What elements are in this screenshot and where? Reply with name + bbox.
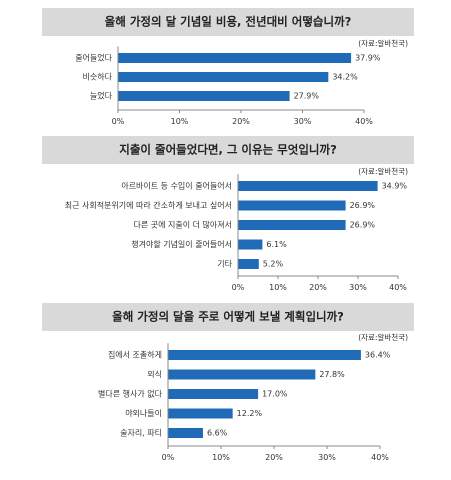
category-label: 아르바이트 등 수입이 줄어들어서 — [121, 181, 232, 191]
chart-title-box — [42, 303, 414, 331]
value-label: 36.4% — [365, 351, 391, 360]
value-label: 34.2% — [332, 73, 358, 82]
value-label: 12.2% — [237, 409, 263, 418]
x-tick-label: 30% — [318, 453, 336, 462]
x-tick-label: 0% — [232, 283, 245, 292]
x-tick-label: 0% — [162, 453, 175, 462]
category-label: 최근 사회적분위기에 따라 간소하게 보내고 싶어서 — [65, 200, 232, 210]
x-tick-label: 0% — [112, 117, 125, 126]
category-label: 챙겨야할 기념일이 줄어들어서 — [131, 239, 232, 249]
bar — [238, 239, 263, 250]
category-label: 늘었다 — [90, 91, 113, 101]
bar — [168, 428, 203, 438]
value-label: 6.1% — [266, 240, 287, 249]
chart-2: 지출이 줄어들었다면, 그 이유는 무엇입니까? (자료:알바천국) 아르바이트 등… — [42, 136, 414, 292]
bar — [238, 200, 346, 211]
x-tick-label: 40% — [355, 117, 373, 126]
chart-source: (자료:알바천국) — [358, 38, 408, 48]
value-label: 5.2% — [263, 260, 284, 269]
category-label: 야외나들이 — [125, 408, 162, 418]
category-label: 외식 — [147, 369, 162, 379]
value-label: 27.9% — [294, 92, 320, 101]
bar — [238, 181, 378, 191]
category-label: 기타 — [217, 260, 232, 269]
value-label: 34.9% — [382, 182, 408, 191]
category-label: 다른 곳에 지출이 더 많아져서 — [134, 220, 233, 230]
category-label: 술자리, 파티 — [120, 428, 162, 438]
x-tick-label: 20% — [232, 117, 250, 126]
chart-title: 지출이 줄어들었다면, 그 이유는 무엇입니까? — [119, 143, 337, 157]
bar — [118, 72, 329, 82]
category-label: 비슷하다 — [83, 72, 113, 82]
value-label: 37.9% — [355, 54, 381, 63]
value-label: 26.9% — [350, 221, 376, 230]
x-tick-label: 10% — [212, 453, 230, 462]
chart-title-box — [42, 136, 414, 164]
bar — [118, 53, 352, 63]
chart-title: 올해 가정의 달 기념일 비용, 전년대비 어떻습니까? — [105, 15, 352, 29]
value-label: 6.6% — [207, 429, 228, 438]
x-tick-label: 20% — [265, 453, 283, 462]
bar — [118, 91, 290, 101]
x-tick-label: 40% — [389, 283, 407, 292]
bar — [168, 408, 233, 419]
x-tick-label: 30% — [294, 117, 312, 126]
x-tick-label: 30% — [349, 283, 367, 292]
x-tick-label: 10% — [171, 117, 189, 126]
bar — [168, 389, 259, 399]
value-label: 27.8% — [319, 370, 345, 379]
chart-title: 올해 가정의 달을 주로 어떻게 보낼 계획입니까? — [112, 310, 344, 324]
chart-1: 올해 가정의 달 기념일 비용, 전년대비 어떻습니까? (자료:알바천국) 줄어들… — [42, 8, 414, 126]
chart-source: (자료:알바천국) — [358, 332, 408, 342]
category-label: 집에서 조촐하게 — [108, 350, 162, 360]
bar — [168, 350, 361, 360]
category-label: 별다른 행사가 없다 — [98, 389, 163, 399]
value-label: 17.0% — [262, 390, 288, 399]
bar — [238, 259, 259, 269]
value-label: 26.9% — [350, 201, 376, 210]
x-tick-label: 40% — [371, 453, 389, 462]
bar — [168, 369, 316, 380]
bar — [238, 220, 346, 230]
chart-3: 올해 가정의 달을 주로 어떻게 보낼 계획입니까? (자료:알바천국) 집에서 조… — [42, 303, 414, 462]
chart-source: (자료:알바천국) — [358, 166, 408, 176]
category-label: 줄어들었다 — [75, 53, 112, 63]
x-tick-label: 10% — [269, 283, 287, 292]
x-tick-label: 20% — [309, 283, 327, 292]
chart-title-box — [42, 8, 414, 36]
